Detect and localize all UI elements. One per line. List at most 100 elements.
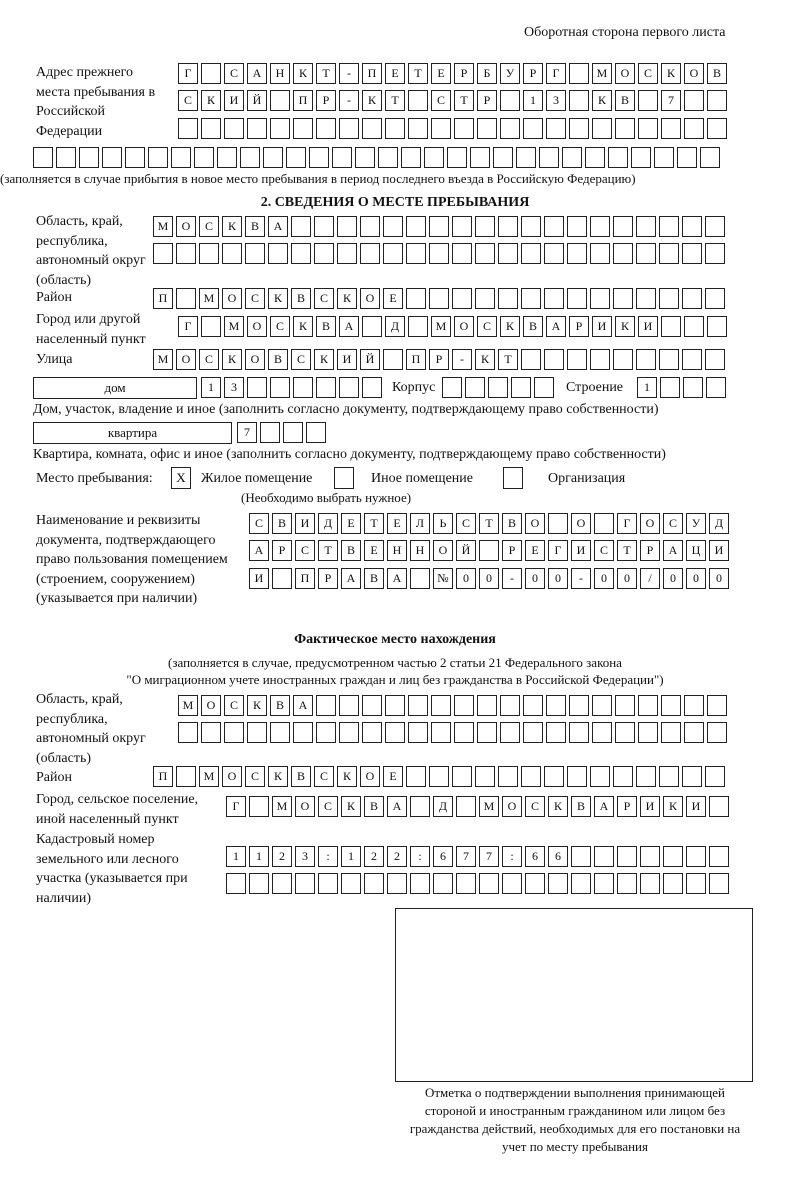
char-cell[interactable] xyxy=(594,513,614,534)
char-cell[interactable] xyxy=(613,216,633,237)
char-cell[interactable] xyxy=(705,243,725,264)
char-cell[interactable] xyxy=(571,846,591,867)
char-cell[interactable] xyxy=(569,90,589,111)
char-cell[interactable] xyxy=(387,873,407,894)
char-cell[interactable] xyxy=(706,377,726,398)
char-cell[interactable] xyxy=(677,147,697,168)
char-cell[interactable]: К xyxy=(362,90,382,111)
char-cell[interactable]: Е xyxy=(364,540,384,561)
char-cell[interactable]: У xyxy=(500,63,520,84)
char-cell[interactable] xyxy=(33,147,53,168)
char-cell[interactable] xyxy=(406,243,426,264)
char-cell[interactable] xyxy=(362,377,382,398)
char-cell[interactable]: О xyxy=(433,540,453,561)
char-cell[interactable]: Н xyxy=(387,540,407,561)
char-cell[interactable] xyxy=(341,873,361,894)
char-cell[interactable] xyxy=(682,766,702,787)
char-cell[interactable] xyxy=(544,349,564,370)
char-cell[interactable]: Р xyxy=(429,349,449,370)
char-cell[interactable] xyxy=(663,846,683,867)
char-cell[interactable]: 0 xyxy=(479,568,499,589)
char-cell[interactable] xyxy=(500,118,520,139)
char-cell[interactable] xyxy=(546,722,566,743)
char-cell[interactable] xyxy=(661,316,681,337)
char-cell[interactable] xyxy=(498,766,518,787)
char-cell[interactable] xyxy=(217,147,237,168)
char-cell[interactable] xyxy=(360,216,380,237)
char-cell[interactable] xyxy=(408,695,428,716)
char-cell[interactable] xyxy=(636,349,656,370)
char-cell[interactable] xyxy=(516,147,536,168)
char-cell[interactable] xyxy=(201,722,221,743)
char-cell[interactable] xyxy=(569,695,589,716)
char-cell[interactable]: М xyxy=(431,316,451,337)
char-cell[interactable] xyxy=(569,118,589,139)
char-cell[interactable] xyxy=(410,873,430,894)
char-cell[interactable] xyxy=(339,722,359,743)
char-cell[interactable] xyxy=(270,722,290,743)
char-cell[interactable]: К xyxy=(341,796,361,817)
char-cell[interactable] xyxy=(661,722,681,743)
char-cell[interactable] xyxy=(332,147,352,168)
char-cell[interactable] xyxy=(705,766,725,787)
char-cell[interactable]: Р xyxy=(617,796,637,817)
char-cell[interactable] xyxy=(500,90,520,111)
char-cell[interactable] xyxy=(546,118,566,139)
char-cell[interactable] xyxy=(291,216,311,237)
char-cell[interactable] xyxy=(431,722,451,743)
char-cell[interactable]: Р xyxy=(318,568,338,589)
char-cell[interactable]: О xyxy=(615,63,635,84)
char-cell[interactable]: И xyxy=(224,90,244,111)
char-cell[interactable] xyxy=(640,873,660,894)
char-cell[interactable] xyxy=(360,243,380,264)
char-cell[interactable] xyxy=(659,766,679,787)
char-cell[interactable] xyxy=(659,349,679,370)
char-cell[interactable] xyxy=(654,147,674,168)
char-cell[interactable] xyxy=(523,695,543,716)
char-cell[interactable]: А xyxy=(249,540,269,561)
char-cell[interactable] xyxy=(707,695,727,716)
option-organization-checkbox[interactable] xyxy=(503,467,523,489)
char-cell[interactable]: 0 xyxy=(617,568,637,589)
char-cell[interactable]: В xyxy=(245,216,265,237)
char-cell[interactable] xyxy=(709,796,729,817)
char-cell[interactable]: П xyxy=(293,90,313,111)
char-cell[interactable] xyxy=(316,695,336,716)
char-cell[interactable]: М xyxy=(178,695,198,716)
char-cell[interactable]: 3 xyxy=(546,90,566,111)
char-cell[interactable] xyxy=(475,766,495,787)
char-cell[interactable]: К xyxy=(592,90,612,111)
char-cell[interactable]: А xyxy=(339,316,359,337)
char-cell[interactable]: О xyxy=(454,316,474,337)
char-cell[interactable] xyxy=(613,243,633,264)
char-cell[interactable] xyxy=(383,243,403,264)
char-cell[interactable] xyxy=(153,243,173,264)
char-cell[interactable] xyxy=(431,118,451,139)
char-cell[interactable]: В xyxy=(364,796,384,817)
char-cell[interactable]: 7 xyxy=(661,90,681,111)
char-cell[interactable]: - xyxy=(452,349,472,370)
char-cell[interactable]: О xyxy=(360,288,380,309)
char-cell[interactable] xyxy=(521,349,541,370)
char-cell[interactable] xyxy=(660,377,680,398)
char-cell[interactable]: О xyxy=(222,766,242,787)
char-cell[interactable] xyxy=(525,873,545,894)
char-cell[interactable] xyxy=(406,216,426,237)
char-cell[interactable]: В xyxy=(523,316,543,337)
char-cell[interactable] xyxy=(631,147,651,168)
char-cell[interactable] xyxy=(705,288,725,309)
char-cell[interactable] xyxy=(571,873,591,894)
char-cell[interactable] xyxy=(454,695,474,716)
char-cell[interactable] xyxy=(539,147,559,168)
char-cell[interactable] xyxy=(270,90,290,111)
char-cell[interactable] xyxy=(636,216,656,237)
char-cell[interactable] xyxy=(638,695,658,716)
char-cell[interactable]: Д xyxy=(318,513,338,534)
char-cell[interactable]: В xyxy=(268,349,288,370)
char-cell[interactable] xyxy=(270,377,290,398)
char-cell[interactable] xyxy=(408,722,428,743)
char-cell[interactable] xyxy=(567,766,587,787)
char-cell[interactable]: С xyxy=(318,796,338,817)
char-cell[interactable]: К xyxy=(337,766,357,787)
char-cell[interactable]: - xyxy=(339,63,359,84)
